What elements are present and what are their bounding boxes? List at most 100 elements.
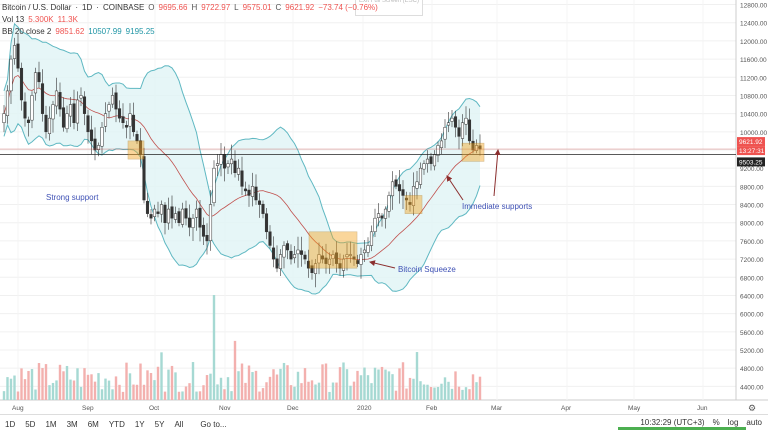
volume-bar — [244, 382, 247, 400]
exit-fullscreen-hint[interactable]: Exit Full Screen (ESC) — [355, 0, 423, 16]
goto-button[interactable]: Go to... — [200, 420, 227, 429]
volume-bar — [76, 368, 79, 400]
candle-body — [110, 95, 115, 105]
candle-body — [163, 204, 167, 223]
volume-bar — [41, 368, 44, 400]
y-tick-label: 12400.00 — [740, 21, 767, 28]
volume-bar — [37, 363, 41, 400]
candle-body — [201, 224, 206, 237]
volume-bar — [240, 363, 244, 400]
candle-body — [299, 250, 304, 255]
bb-label: BB 20 close 2 — [2, 27, 52, 36]
candle-body — [75, 99, 80, 124]
volume-bar — [48, 385, 51, 400]
volume-bar — [321, 364, 324, 400]
candle-body — [460, 122, 465, 139]
volume-bar — [317, 382, 321, 400]
squeeze-arrow — [369, 260, 396, 269]
bb-lower-value: 9195.25 — [125, 27, 155, 36]
volume-bar — [349, 385, 352, 400]
candle-body — [142, 156, 146, 201]
volume-bar — [310, 380, 314, 400]
candle-body — [212, 167, 216, 203]
volume-bar — [69, 379, 72, 400]
candle-body — [268, 231, 272, 246]
range-5y-button[interactable]: 5Y — [154, 420, 165, 429]
candle-body — [107, 104, 111, 112]
candle-body — [198, 207, 202, 228]
volume-bar — [212, 295, 216, 400]
candle-body — [208, 204, 213, 241]
volume-bar — [237, 371, 240, 400]
candle-body — [303, 254, 307, 260]
candle-body — [82, 96, 87, 114]
volume-bar — [156, 366, 160, 400]
candle-body — [397, 184, 402, 192]
volume-bar — [6, 377, 9, 400]
candle-body — [121, 116, 125, 123]
candle-body — [467, 119, 472, 142]
candle-body — [401, 189, 405, 196]
candle-body — [37, 72, 41, 83]
volume-bar — [149, 372, 153, 400]
x-tick-label: 2020 — [357, 405, 372, 412]
y-tick-label: 7600.00 — [740, 239, 764, 246]
volume-bar — [377, 369, 380, 400]
volume-bar — [408, 377, 412, 400]
volume-bar — [233, 340, 237, 400]
volume-bar — [93, 381, 97, 400]
volume-bar — [174, 372, 177, 400]
bottom-toolbar: 1D 5D 1M 3M 6M YTD 1Y 5Y All Go to... 10… — [0, 414, 768, 434]
volume-bar — [226, 377, 230, 400]
candle-body — [439, 140, 444, 148]
volume-bar — [419, 381, 422, 400]
candle-body — [250, 186, 255, 197]
x-tick-label: May — [628, 405, 641, 412]
candle-body — [310, 265, 314, 273]
candle-body — [355, 260, 360, 264]
candle-body — [247, 189, 251, 196]
range-ytd-button[interactable]: YTD — [108, 420, 125, 429]
candle-body — [306, 260, 311, 269]
candle-body — [135, 134, 139, 142]
x-tick-label: Nov — [219, 405, 231, 412]
y-tick-label: 10400.00 — [740, 112, 767, 119]
volume-bar — [324, 363, 328, 400]
clock[interactable]: 10:32:29 (UTC+3) — [640, 418, 705, 427]
bitcoin-squeeze-label: Bitcoin Squeeze — [398, 265, 456, 274]
range-1d-button[interactable]: 1D — [5, 420, 16, 429]
range-1y-button[interactable]: 1Y — [134, 420, 145, 429]
volume-bar — [478, 376, 482, 400]
candle-body — [170, 206, 174, 219]
range-all-button[interactable]: All — [174, 420, 184, 429]
candle-body — [338, 263, 342, 269]
volume-bar — [160, 352, 163, 400]
range-1m-button[interactable]: 1M — [45, 420, 57, 429]
percent-toggle[interactable]: % — [712, 418, 720, 427]
candle-body — [86, 115, 90, 133]
candle-body — [369, 231, 374, 246]
immediate-support-arrow — [446, 175, 464, 201]
support-zone-sep — [127, 140, 145, 160]
auto-toggle[interactable]: auto — [746, 418, 762, 427]
range-3m-button[interactable]: 3M — [66, 420, 78, 429]
interval[interactable]: 1D — [82, 3, 93, 12]
candle-body — [114, 92, 118, 110]
volume-bar — [86, 374, 90, 400]
candle-body — [425, 158, 430, 164]
bb-legend[interactable]: BB 20 close 2 9851.62 10507.99 9195.25 — [2, 27, 155, 36]
candle-body — [254, 186, 258, 201]
log-toggle[interactable]: log — [727, 418, 739, 427]
candle-body — [12, 45, 17, 59]
range-5d-button[interactable]: 5D — [25, 420, 36, 429]
volume-bar — [380, 366, 384, 400]
volume-bar — [139, 363, 142, 400]
volume-bar — [387, 371, 391, 400]
price-tag-label: 9621.92 — [739, 139, 763, 146]
candle-body — [359, 254, 363, 265]
range-6m-button[interactable]: 6M — [87, 420, 99, 429]
candle-body — [257, 200, 262, 205]
volume-bar — [128, 373, 132, 400]
volume-legend[interactable]: Vol 13 5.300K 11.3K — [2, 15, 78, 24]
